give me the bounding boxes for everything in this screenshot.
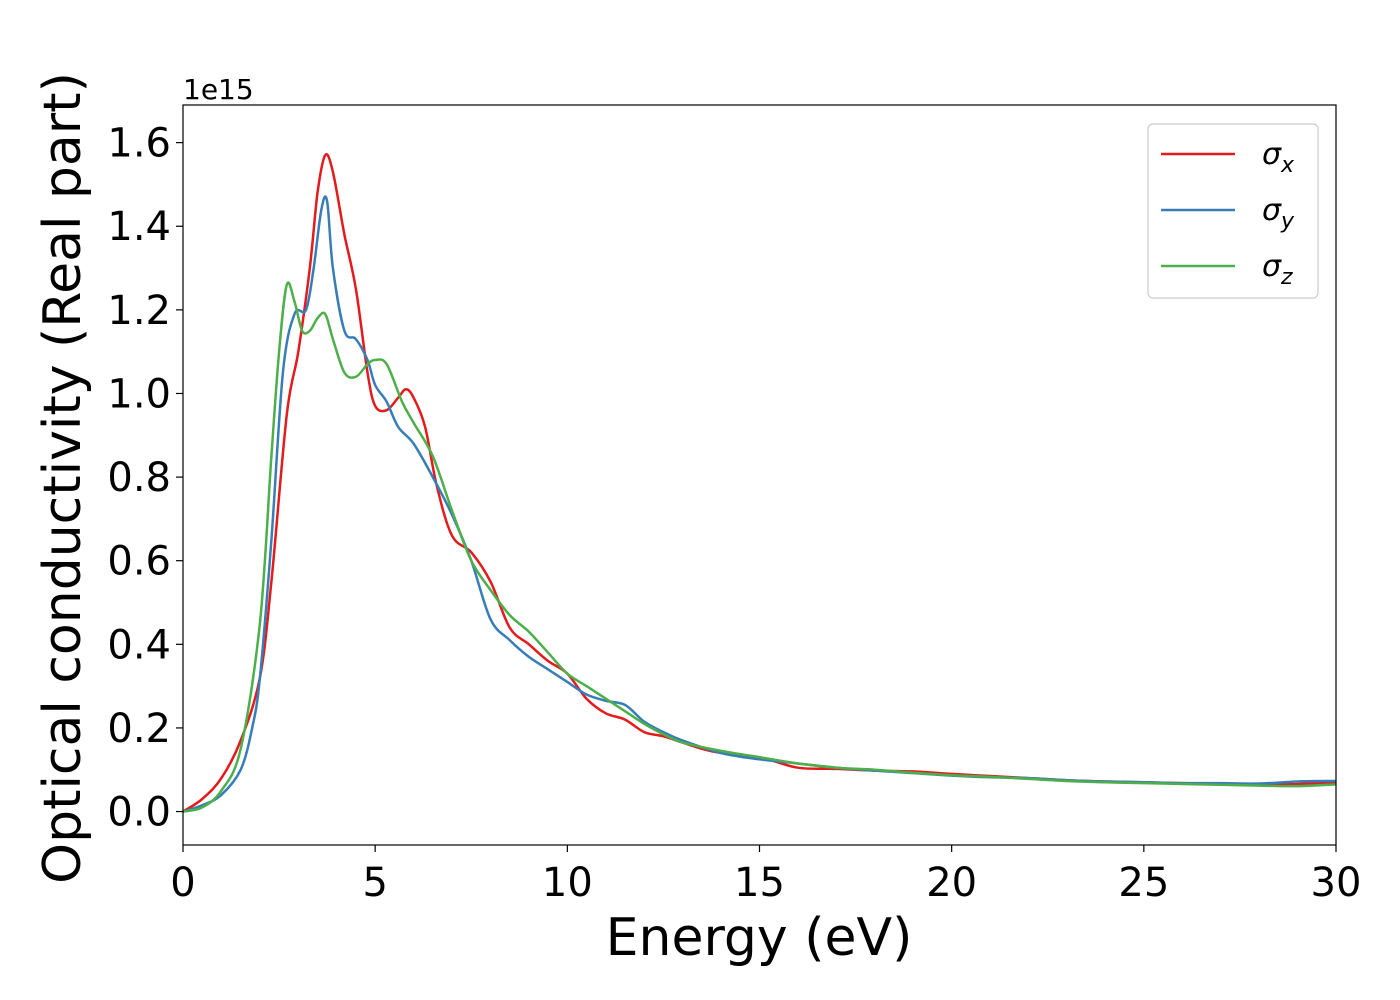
series-lines <box>182 153 1337 813</box>
x-axis-ticks: 0 5 10 15 20 25 30 <box>170 845 1361 906</box>
y-tick-label: 1.0 <box>107 371 171 417</box>
y-tick-label: 0.4 <box>107 622 171 668</box>
y-offset-label: 1e15 <box>183 73 254 106</box>
legend-items: σx σy σz <box>1161 137 1295 290</box>
x-axis-title: Energy (eV) <box>606 908 913 968</box>
x-tick-label: 30 <box>1311 860 1362 906</box>
y-tick-label: 0.8 <box>107 455 171 501</box>
legend-label-z: σz <box>1262 249 1293 290</box>
legend-label-x: σx <box>1262 137 1295 178</box>
x-tick-label: 20 <box>926 860 977 906</box>
x-tick-label: 0 <box>170 860 195 906</box>
legend: σx σy σz <box>1147 123 1319 299</box>
x-tick-label: 15 <box>734 860 785 906</box>
x-tick-label: 25 <box>1118 860 1169 906</box>
x-tick-label: 5 <box>362 860 387 906</box>
y-tick-label: 1.6 <box>107 121 171 167</box>
x-tick-label: 10 <box>542 860 593 906</box>
y-tick-label: 0.0 <box>107 790 171 836</box>
y-tick-label: 1.4 <box>107 204 171 250</box>
series-line-z <box>182 281 1337 813</box>
y-axis-title: Optical conductivity (Real part) <box>33 72 93 884</box>
y-tick-label: 1.2 <box>107 288 171 334</box>
y-tick-label: 0.2 <box>107 706 171 752</box>
y-axis-ticks: 0.0 0.2 0.4 0.6 0.8 1.0 1.2 1.4 1.6 <box>107 121 183 836</box>
legend-label-y: σy <box>1262 193 1295 234</box>
y-tick-label: 0.6 <box>107 539 171 585</box>
